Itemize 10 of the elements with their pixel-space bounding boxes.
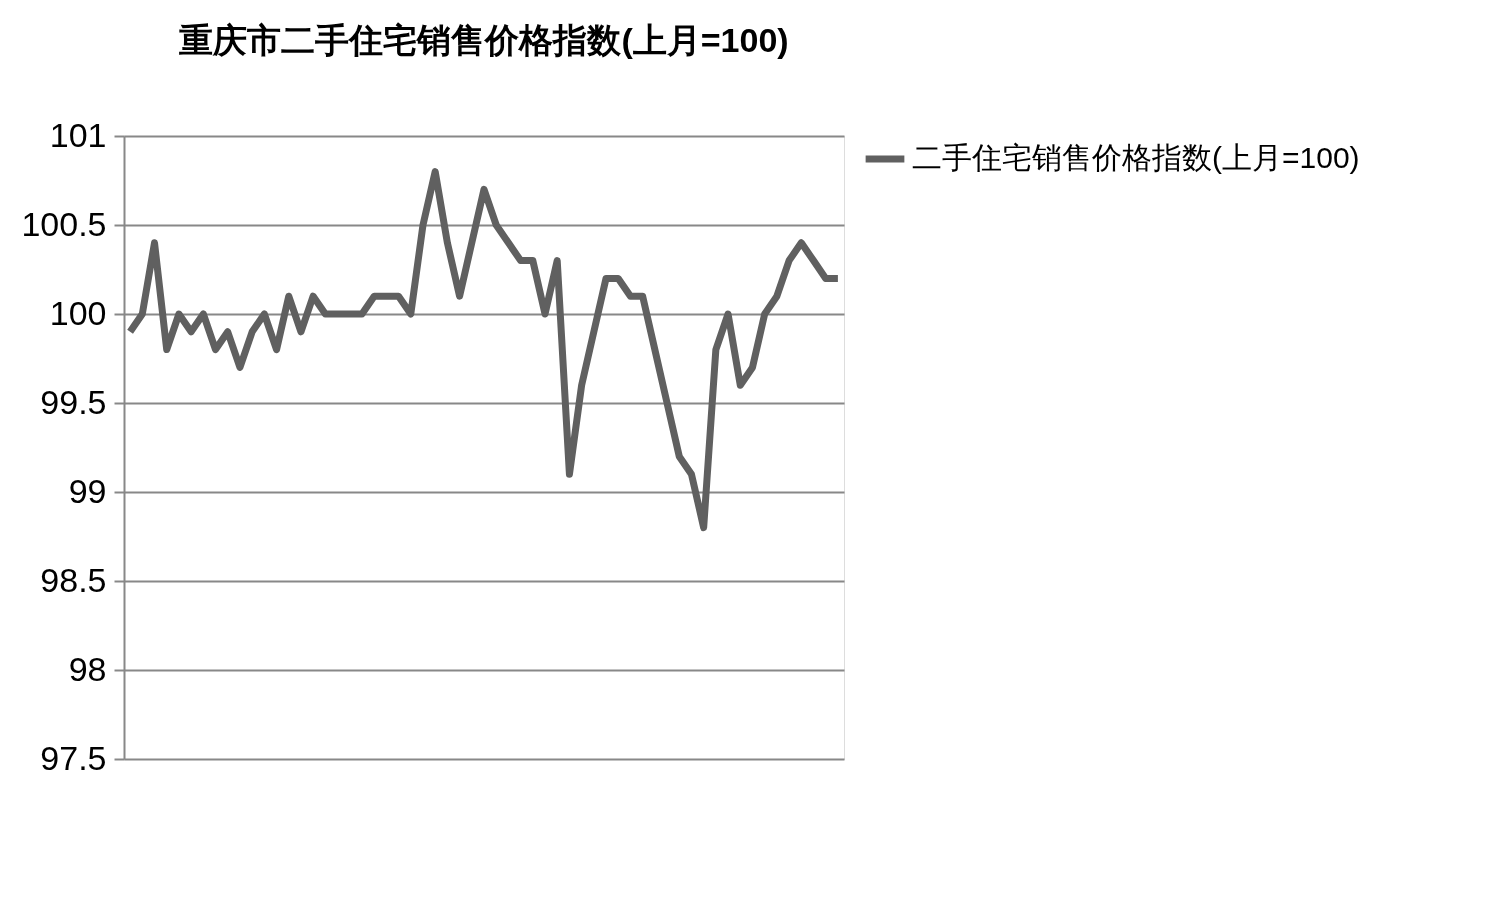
y-tick-label: 100 xyxy=(49,293,107,332)
y-tick-label: 98.5 xyxy=(40,560,107,599)
y-tick-label: 99 xyxy=(68,471,107,510)
y-tick-label: 97.5 xyxy=(40,738,107,777)
chart-title: 重庆市二手住宅销售价格指数(上月=100) xyxy=(179,21,789,59)
y-tick-label: 99.5 xyxy=(40,382,107,421)
legend-label: 二手住宅销售价格指数(上月=100) xyxy=(912,141,1360,174)
y-tick-label: 100.5 xyxy=(21,204,107,243)
y-tick-label: 101 xyxy=(49,115,107,154)
y-tick-label: 98 xyxy=(68,649,107,688)
